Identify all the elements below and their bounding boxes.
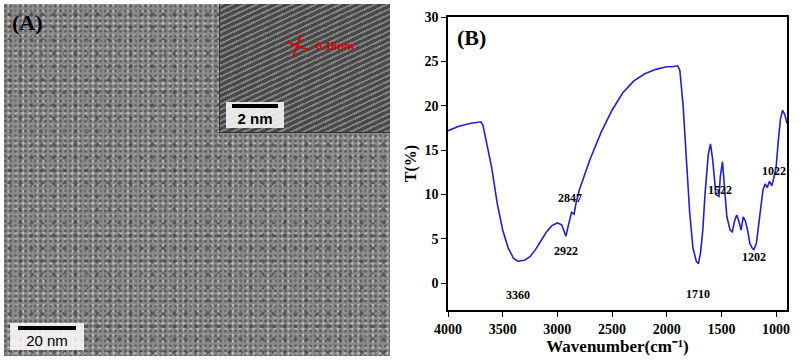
svg-text:2922: 2922 — [554, 244, 578, 258]
svg-text:5: 5 — [431, 232, 438, 247]
svg-text:2847: 2847 — [558, 191, 582, 205]
svg-text:2500: 2500 — [598, 322, 626, 337]
html-text:2 nm: 2 nm — [237, 110, 273, 127]
svg-text:1710: 1710 — [686, 287, 710, 301]
svg-text:1202: 1202 — [742, 250, 766, 264]
svg-text:Wavenumber(cm⁻¹): Wavenumber(cm⁻¹) — [546, 337, 688, 356]
html-text:(A): (A) — [12, 10, 43, 35]
svg-text:3000: 3000 — [543, 322, 571, 337]
svg-text:1000: 1000 — [762, 322, 790, 337]
svg-text:30: 30 — [424, 10, 438, 25]
svg-text:T(%): T(%) — [402, 145, 420, 182]
svg-text:15: 15 — [424, 143, 438, 158]
svg-text:1522: 1522 — [708, 183, 732, 197]
svg-text:1500: 1500 — [707, 322, 735, 337]
svg-text:2000: 2000 — [653, 322, 681, 337]
svg-text:4000: 4000 — [434, 322, 462, 337]
svg-text:20: 20 — [424, 99, 438, 114]
html-text:20 nm: 20 nm — [26, 332, 68, 349]
svg-text:3500: 3500 — [489, 322, 517, 337]
svg-text:0: 0 — [431, 276, 438, 291]
svg-text:(B): (B) — [457, 25, 486, 50]
html-text:0.18nm: 0.18nm — [316, 40, 354, 52]
svg-text:1022: 1022 — [762, 164, 786, 178]
svg-text:10: 10 — [424, 187, 438, 202]
svg-text:25: 25 — [424, 54, 438, 69]
svg-text:3360: 3360 — [506, 288, 530, 302]
